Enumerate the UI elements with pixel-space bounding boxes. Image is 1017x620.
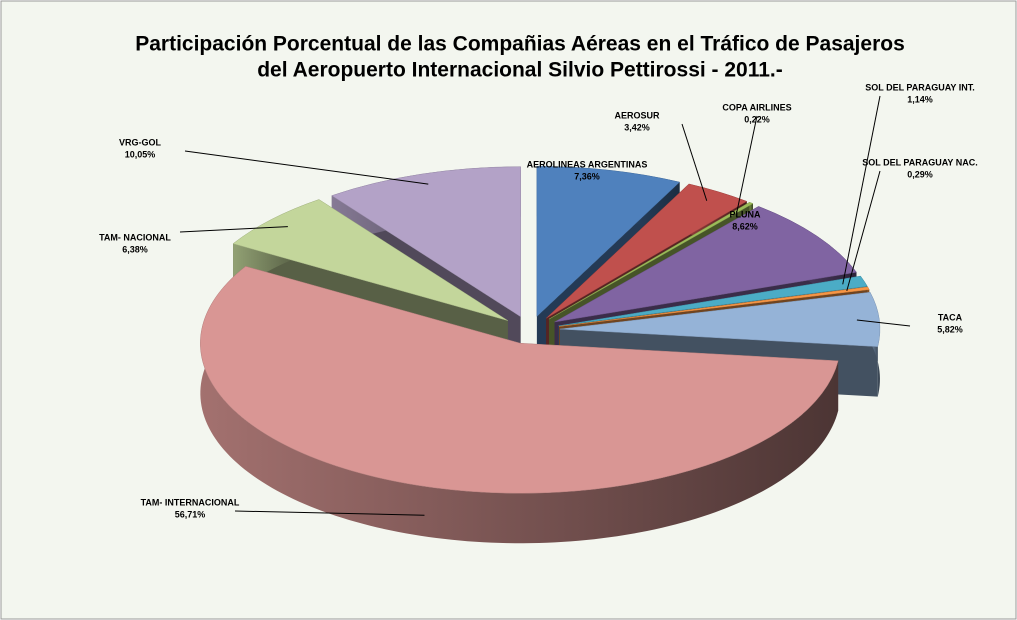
data-label-value: 6,38% bbox=[122, 244, 148, 254]
leader-line bbox=[846, 170, 881, 292]
slice-side bbox=[200, 266, 839, 544]
data-label-value: 56,71% bbox=[175, 509, 206, 519]
leader-line bbox=[736, 115, 758, 212]
data-label-value: 1,14% bbox=[907, 94, 933, 104]
leader-line bbox=[856, 319, 911, 327]
data-label-name: TAM- NACIONAL bbox=[99, 232, 171, 242]
pie-slice bbox=[536, 166, 681, 317]
pie-slice bbox=[559, 291, 881, 347]
data-label-value: 7,36% bbox=[574, 171, 600, 181]
data-label-name: PLUNA bbox=[730, 209, 761, 219]
leader-line bbox=[179, 226, 288, 233]
pie-slice bbox=[558, 286, 870, 327]
chart-title: Participación Porcentual de las Compañia… bbox=[135, 33, 905, 56]
chart-title: del Aeropuerto Internacional Silvio Pett… bbox=[257, 59, 783, 82]
pie-slice bbox=[548, 201, 754, 320]
data-label-value: 10,05% bbox=[125, 149, 156, 159]
pie-slice bbox=[558, 275, 868, 327]
data-label-name: COPA AIRLINES bbox=[722, 102, 791, 112]
pie-slice bbox=[331, 166, 521, 318]
data-label-name: SOL DEL PARAGUAY NAC. bbox=[862, 157, 978, 167]
pie-slice bbox=[546, 183, 748, 319]
data-label-name: TAM- INTERNACIONAL bbox=[141, 497, 240, 507]
data-label-value: 0,29% bbox=[907, 169, 933, 179]
leader-line bbox=[184, 150, 429, 185]
leader-line bbox=[234, 510, 425, 516]
data-label-value: 8,62% bbox=[732, 221, 758, 231]
data-label-value: 3,42% bbox=[624, 122, 650, 132]
data-label-value: 5,82% bbox=[937, 324, 963, 334]
data-label-name: AEROSUR bbox=[614, 110, 660, 120]
pie-slice bbox=[200, 266, 839, 494]
leader-line bbox=[681, 123, 708, 201]
data-label-name: SOL DEL PARAGUAY INT. bbox=[865, 82, 975, 92]
data-label-name: AEROLINEAS ARGENTINAS bbox=[527, 159, 648, 169]
data-label-name: TACA bbox=[938, 312, 963, 322]
pie-slice bbox=[232, 199, 508, 321]
leader-line bbox=[842, 95, 881, 285]
data-label-value: 0,22% bbox=[744, 114, 770, 124]
data-label-name: VRG-GOL bbox=[119, 137, 162, 147]
